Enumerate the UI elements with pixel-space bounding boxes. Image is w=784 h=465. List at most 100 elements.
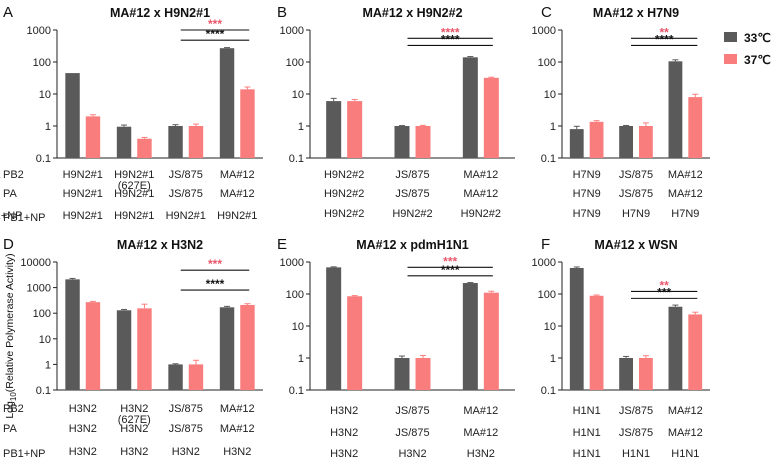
y-tick-label: 1000	[280, 257, 304, 269]
row-value: H3N2	[223, 446, 251, 458]
bar-g3-s2	[688, 97, 703, 158]
row-value: H3N2	[120, 446, 148, 458]
row-value: MA#12	[463, 427, 498, 439]
sig-stars: **	[659, 278, 669, 292]
row-value: JS/875	[395, 405, 429, 417]
bar-g2-s1	[394, 358, 410, 390]
row-value: MA#12	[463, 169, 498, 181]
bar-g3-s2	[188, 364, 204, 390]
bar-g1-s1	[569, 129, 584, 158]
row-value: H7N9	[573, 208, 601, 220]
row-value: H7N9	[573, 169, 601, 181]
y-tick-label: 0.1	[541, 153, 556, 165]
row-value: MA#12	[668, 188, 703, 200]
row-value: MA#12	[220, 169, 255, 181]
row-value: H3N2	[120, 403, 148, 415]
row-value: H9N2#1	[114, 210, 154, 222]
row-header: PB1+NP	[3, 212, 46, 224]
y-tick-label: 100	[538, 289, 556, 301]
sig-stars: ****	[441, 32, 460, 46]
y-tick-label: 0.1	[36, 385, 51, 397]
row-value: MA#12	[668, 427, 703, 439]
row-value: H9N2#1	[114, 169, 154, 181]
y-tick-label: 0.1	[289, 385, 304, 397]
row-value: H3N2	[120, 423, 148, 435]
bar-g3-s2	[483, 292, 499, 390]
y-tick-label: 100	[33, 57, 51, 69]
sig-stars: ***	[657, 285, 671, 299]
sig-stars: ***	[208, 257, 222, 271]
panel-title: MA#12 x pdmH1N1	[356, 238, 469, 252]
legend-label-33: 33℃	[744, 31, 771, 45]
y-tick-label: 1	[45, 121, 51, 133]
bar-g3-s1	[668, 61, 683, 158]
row-value: JS/875	[619, 188, 653, 200]
sig-stars: ****	[206, 277, 225, 291]
row-value: H9N2#2	[392, 208, 432, 220]
bar-g2-s1	[116, 126, 132, 158]
bar-g4-s1	[219, 48, 235, 158]
y-tick-label: 0.1	[541, 385, 556, 397]
row-value: H7N9	[573, 188, 601, 200]
bar-g1-s2	[347, 296, 363, 390]
row-header: PB2	[0, 169, 1, 181]
panel-title: MA#12 x H9N2#2	[362, 6, 462, 20]
panel-e: E MA#12 x pdmH1N1 1000 100 10 1 0.1 H3N2 H3N2 H3N…	[277, 236, 515, 460]
y-tick-label: 1000	[532, 257, 556, 269]
row-value: MA#12	[220, 403, 255, 415]
row-value: H7N9	[622, 208, 650, 220]
bar-g2-s1	[394, 126, 410, 158]
bar-g1-s2	[589, 295, 604, 390]
row-value: MA#12	[463, 405, 498, 417]
row-value: H3N2	[398, 448, 426, 460]
row-value: H9N2#1	[217, 210, 257, 222]
bar-g1-s2	[589, 121, 604, 158]
y-tick-label: 1000	[27, 283, 51, 295]
bar-g2-s2	[639, 358, 653, 390]
panel-title: MA#12 x WSN	[594, 238, 677, 252]
bar-g1-s1	[326, 267, 342, 390]
bar-g3-s2	[188, 126, 204, 158]
row-value: H3N2	[330, 448, 358, 460]
bar-g1-s2	[347, 101, 363, 158]
row-value: H9N2#1	[63, 188, 103, 200]
panel-d: D MA#12 x H3N2 10000 1000 100 10 1 0.1 H3N2 H3N2 H…	[3, 236, 263, 460]
y-axis-label: Log10(Relative Polymerase Activity)	[4, 253, 18, 418]
y-tick-label: 1000	[532, 25, 556, 37]
row-value: JS/875	[395, 169, 429, 181]
row-value: MA#12	[220, 423, 255, 435]
bar-g3-s1	[668, 306, 683, 390]
sig-stars: ****	[441, 263, 460, 277]
panels: A MA#12 x H9N2#1 1000 100 10 1 0.1 H9N2#1 H9N2#1…	[0, 4, 710, 460]
row-value: JS/875	[395, 188, 429, 200]
sig-stars: ****	[206, 27, 225, 41]
row-value: H9N2#2	[324, 169, 364, 181]
row-value: H1N1	[573, 427, 601, 439]
y-tick-label: 10	[39, 334, 51, 346]
y-tick-label: 10	[292, 321, 304, 333]
panel-a: A MA#12 x H9N2#1 1000 100 10 1 0.1 H9N2#1 H9N2#1…	[3, 4, 263, 224]
bar-g1-s1	[326, 101, 342, 158]
bar-g2-s1	[116, 310, 132, 390]
y-tick-label: 10000	[20, 257, 51, 269]
bar-g3-s1	[168, 126, 183, 158]
sig-stars: ****	[655, 32, 674, 46]
bar-g3-s2	[483, 77, 499, 158]
sig-stars: ***	[208, 17, 222, 31]
bar-g1-s1	[569, 267, 584, 390]
row-value: H3N2	[69, 446, 97, 458]
panel-title: MA#12 x H3N2	[117, 238, 203, 252]
row-value: H9N2#1	[63, 210, 103, 222]
y-tick-label: 0.1	[289, 153, 304, 165]
row-value: JS/875	[395, 427, 429, 439]
bar-g3-s1	[462, 57, 478, 159]
row-value: (627E)	[118, 180, 151, 192]
panel-label: A	[3, 4, 13, 21]
row-value: H3N2	[330, 427, 358, 439]
panel-label: C	[541, 4, 552, 21]
panel-label: E	[277, 236, 287, 253]
legend-label-37: 37℃	[744, 53, 771, 67]
row-value: JS/875	[169, 423, 203, 435]
sig-stars: **	[659, 25, 669, 39]
row-value: MA#12	[220, 188, 255, 200]
